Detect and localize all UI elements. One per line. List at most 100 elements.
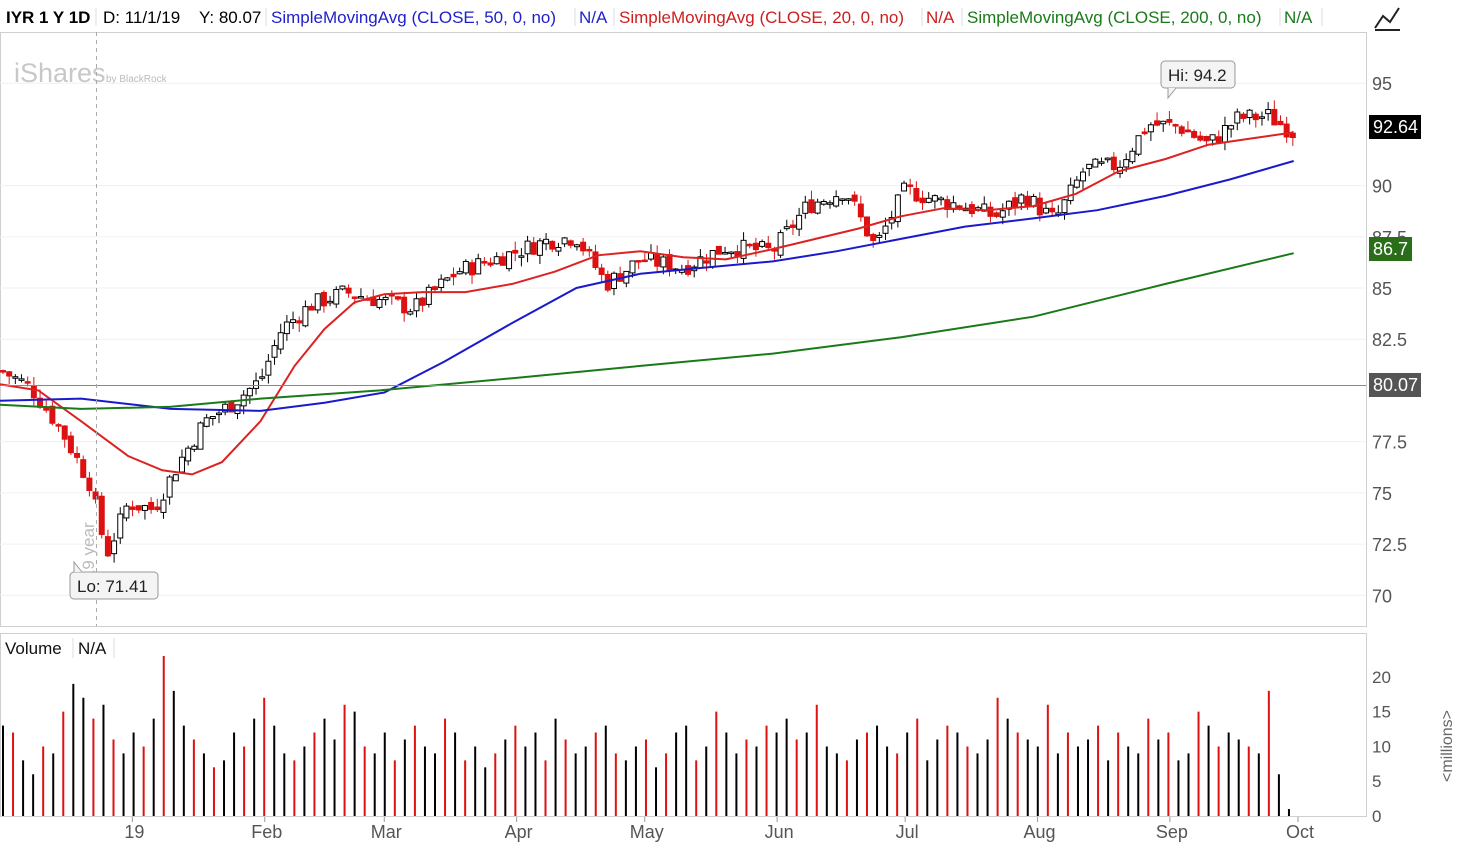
time-tick-label: Sep [1156, 822, 1188, 842]
price-pane[interactable] [0, 32, 1366, 626]
candle-body [1042, 207, 1049, 214]
candle-body [549, 240, 556, 250]
candle-body [1234, 111, 1241, 124]
candle-body [543, 238, 550, 245]
y-readout: Y: 80.07 [199, 8, 261, 27]
candle-body [141, 505, 148, 511]
price-pane-border [0, 32, 1367, 627]
volume-value: N/A [78, 639, 107, 658]
candle-body [931, 195, 938, 202]
study-sma200-label[interactable]: SimpleMovingAvg (CLOSE, 200, 0, no) [967, 8, 1262, 27]
candle-body [246, 387, 253, 397]
candle-body [901, 182, 908, 192]
candle-body [172, 474, 179, 482]
candle-body [1283, 123, 1290, 138]
candle-body [425, 286, 432, 305]
candle-body [703, 260, 710, 264]
candle-body [450, 273, 457, 278]
lo-label: Lo: 71.41 [77, 577, 148, 596]
study-sma20-label[interactable]: SimpleMovingAvg (CLOSE, 20, 0, no) [619, 8, 904, 27]
candle-body [191, 445, 198, 450]
candle-body [820, 201, 827, 205]
candle-body [1049, 207, 1056, 213]
price-tick-label: 72.5 [1372, 535, 1407, 555]
candle-body [715, 245, 722, 255]
candle-body [1160, 120, 1167, 125]
candle-body [561, 237, 568, 245]
candle-body [845, 198, 852, 201]
candle-body [413, 298, 420, 312]
volume-tick-label: 20 [1372, 668, 1391, 687]
candle-body [1129, 150, 1136, 163]
candle-body [654, 253, 661, 267]
candle-body [1098, 161, 1105, 164]
candle-body [308, 305, 315, 311]
candle-body [1018, 194, 1025, 204]
candle-body [462, 260, 469, 274]
lo-callout: Lo: 71.41 [69, 560, 159, 600]
candle-body [166, 476, 173, 498]
candle-body [493, 256, 500, 265]
volume-title[interactable]: Volume [5, 639, 62, 658]
candle-body [216, 412, 222, 416]
candle-body [290, 319, 297, 323]
candle-body [345, 287, 352, 294]
candle-body [80, 459, 87, 478]
candle-body [18, 378, 25, 381]
time-tick-label: Feb [251, 822, 282, 842]
candle-body [592, 251, 599, 268]
candle-body [117, 513, 124, 539]
price-tick-label: 90 [1372, 177, 1392, 197]
candle-body [6, 371, 13, 377]
candle-body [333, 288, 340, 305]
candle-body [339, 285, 346, 290]
candle-body [160, 499, 167, 513]
candle-body [882, 225, 889, 234]
candle-body [907, 184, 914, 187]
candle-body [203, 417, 210, 427]
symbol-label[interactable]: IYR 1 Y 1D [6, 8, 90, 27]
candle-body [209, 416, 216, 419]
candle-body [320, 291, 327, 307]
candle-body [1246, 109, 1253, 119]
candle-body [777, 232, 784, 256]
candle-body [925, 197, 932, 203]
candle-body [530, 242, 537, 255]
candle-body [1258, 116, 1265, 119]
study-sma200-value: N/A [1284, 8, 1313, 27]
candle-body [1277, 120, 1284, 126]
candle-body [1215, 136, 1222, 143]
candle-body [1228, 125, 1235, 130]
candle-body [796, 214, 803, 230]
candle-body [197, 422, 204, 450]
candle-body [1061, 199, 1068, 214]
candle-body [74, 452, 81, 458]
candle-body [259, 376, 266, 379]
candle-body [302, 306, 309, 327]
candle-body [567, 240, 574, 246]
candle-body [148, 502, 155, 510]
study-sma20-value: N/A [926, 8, 955, 27]
candle-body [740, 239, 747, 259]
candle-body [728, 251, 735, 255]
candle-body [851, 194, 858, 202]
candle-body [1073, 179, 1080, 188]
candle-body [401, 296, 408, 314]
candle-body [1203, 136, 1210, 142]
chart-style-icon[interactable] [1370, 2, 1406, 32]
candle-body [1012, 197, 1019, 208]
candle-body [1123, 159, 1130, 168]
candle-body [382, 296, 389, 301]
candle-body [808, 199, 815, 214]
time-tick-label: Apr [505, 822, 533, 842]
candle-body [1141, 131, 1148, 135]
study-sma50-label[interactable]: SimpleMovingAvg (CLOSE, 50, 0, no) [271, 8, 556, 27]
candle-body [981, 203, 988, 212]
candle-body [1184, 129, 1191, 133]
candle-body [641, 259, 648, 263]
candle-body [314, 293, 321, 311]
candle-body [61, 425, 68, 440]
candle-body [518, 255, 525, 258]
candle-body [1080, 171, 1086, 182]
